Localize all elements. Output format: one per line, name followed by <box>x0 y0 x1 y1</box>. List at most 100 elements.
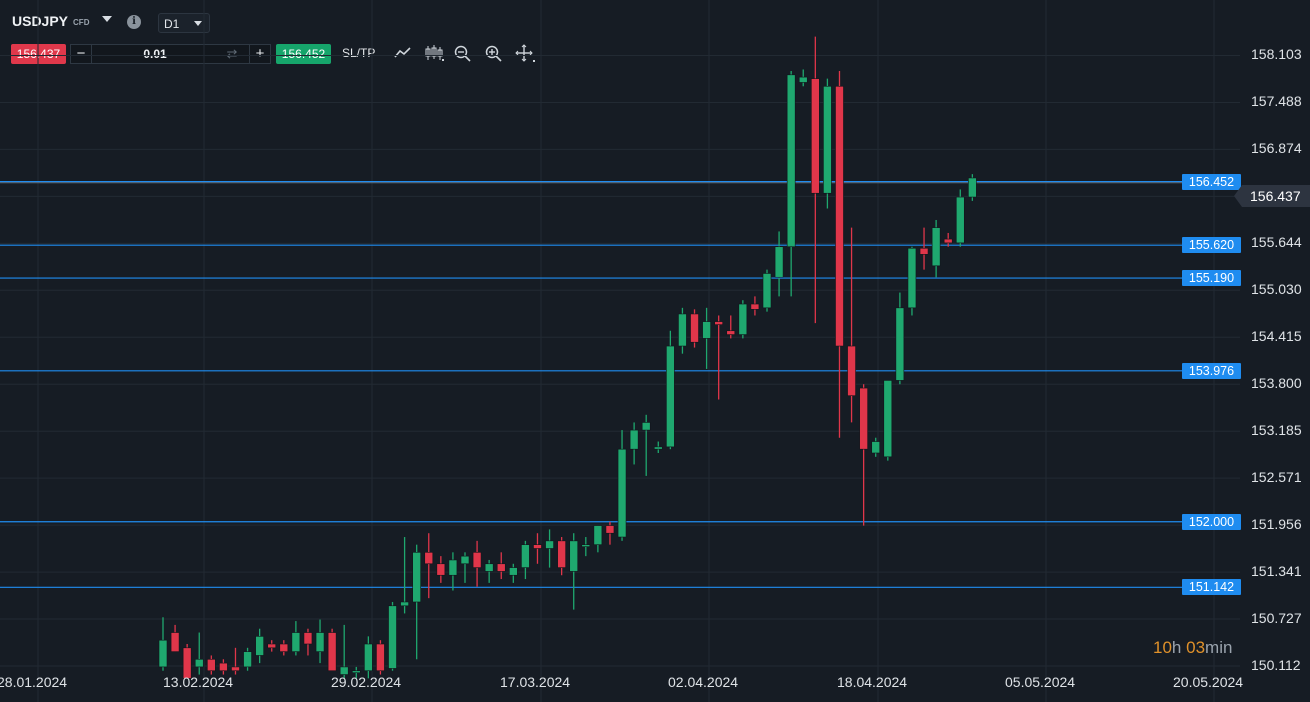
candle <box>484 563 494 572</box>
candle <box>883 380 893 458</box>
candle <box>388 605 397 669</box>
level-tag[interactable]: 153.976 <box>1182 362 1241 379</box>
candle <box>702 321 711 339</box>
candle <box>460 555 470 565</box>
date-tick-label: 29.02.2024 <box>331 674 402 690</box>
price-tick-label: 156.874 <box>1251 140 1302 157</box>
symbol-title[interactable]: USDJPY CFD <box>12 13 89 29</box>
zoom-out-icon[interactable] <box>453 44 473 62</box>
timeframe-value: D1 <box>164 17 180 31</box>
candle <box>569 540 579 572</box>
candle <box>267 643 277 649</box>
timeframe-select[interactable]: D1 <box>158 13 210 33</box>
candle <box>811 78 820 194</box>
buy-price-button[interactable]: 156.452 <box>276 44 331 64</box>
swap-icon[interactable]: ⇄ <box>226 46 238 61</box>
candle <box>581 544 591 547</box>
candle <box>351 670 361 674</box>
date-tick-label: 28.01.2024 <box>0 674 68 690</box>
price-tick-label: 151.341 <box>1251 563 1302 580</box>
candle <box>605 525 615 534</box>
candle <box>895 307 905 381</box>
candle <box>835 85 844 347</box>
level-tag[interactable]: 155.620 <box>1182 237 1241 254</box>
sl-tp-button[interactable]: SL/TP <box>342 46 376 60</box>
candle <box>207 658 216 672</box>
price-tick-label: 155.030 <box>1251 281 1302 298</box>
candle <box>315 632 325 652</box>
candle <box>231 666 240 672</box>
price-tick-label: 152.571 <box>1251 469 1302 486</box>
quantity-stepper: − 0.01 ⇄ + <box>70 44 271 64</box>
candle <box>750 303 760 310</box>
candle <box>919 247 929 255</box>
candle <box>762 273 772 309</box>
level-tag[interactable]: 155.190 <box>1182 270 1241 287</box>
candle <box>448 559 458 576</box>
candle <box>194 658 204 668</box>
candle-countdown: 10h 03min <box>1153 638 1232 658</box>
date-tick-label: 18.04.2024 <box>837 674 908 690</box>
candlestick-icon[interactable] <box>424 44 444 62</box>
info-icon[interactable]: i <box>127 15 141 29</box>
candle <box>509 567 518 576</box>
candle <box>400 601 409 607</box>
candle <box>943 238 953 244</box>
date-tick-label: 05.05.2024 <box>1005 674 1076 690</box>
candle <box>279 643 289 652</box>
candle <box>339 666 349 675</box>
move-icon[interactable] <box>515 44 535 62</box>
candle <box>653 446 663 450</box>
candle <box>303 632 313 645</box>
level-tag[interactable]: 156.452 <box>1182 173 1241 190</box>
quantity-input[interactable]: 0.01 <box>143 47 167 61</box>
zoom-in-icon[interactable] <box>484 44 504 62</box>
decrease-quantity-button[interactable]: − <box>71 45 92 63</box>
candle <box>786 74 796 248</box>
symbol-name: USDJPY <box>12 13 69 29</box>
price-tick-label: 153.185 <box>1251 422 1302 439</box>
candle <box>617 448 627 538</box>
level-tag[interactable]: 152.000 <box>1182 513 1241 530</box>
candle <box>859 387 868 450</box>
candle <box>774 246 784 278</box>
candle <box>327 632 337 672</box>
candle <box>955 196 965 244</box>
level-tag[interactable]: 151.142 <box>1182 579 1241 596</box>
candle <box>690 313 699 343</box>
candle <box>871 441 881 454</box>
line-chart-icon[interactable] <box>393 44 413 62</box>
candle <box>219 662 228 672</box>
price-tick-label: 153.800 <box>1251 375 1302 392</box>
symbol-dropdown-icon[interactable] <box>102 16 112 22</box>
price-tick-label: 154.415 <box>1251 328 1302 345</box>
candle <box>436 563 446 576</box>
price-chart[interactable] <box>0 0 1240 702</box>
countdown-minutes-unit: min <box>1205 638 1233 657</box>
price-tick-label: 155.644 <box>1251 234 1302 251</box>
symbol-type-badge: CFD <box>73 17 90 27</box>
current-price-tag: 156.437 <box>1234 185 1310 207</box>
candle <box>931 227 941 267</box>
countdown-hours-unit: h <box>1171 638 1182 657</box>
candle <box>907 247 917 309</box>
countdown-minutes: 03 <box>1186 638 1206 657</box>
date-tick-label: 13.02.2024 <box>163 674 234 690</box>
price-tick-label: 158.103 <box>1251 46 1302 63</box>
price-tick-label: 151.956 <box>1251 516 1302 533</box>
candle <box>714 321 723 325</box>
price-tick-label: 150.727 <box>1251 610 1302 626</box>
candle <box>243 651 252 668</box>
chevron-down-icon <box>194 21 202 26</box>
candle <box>170 632 180 652</box>
candle <box>557 540 566 568</box>
candle <box>666 345 675 448</box>
candle <box>629 429 639 450</box>
candle <box>158 639 168 668</box>
candle <box>847 345 856 396</box>
candle <box>738 303 748 335</box>
increase-quantity-button[interactable]: + <box>249 45 270 63</box>
candle <box>376 643 385 672</box>
candle <box>291 632 301 652</box>
candle <box>472 552 482 568</box>
